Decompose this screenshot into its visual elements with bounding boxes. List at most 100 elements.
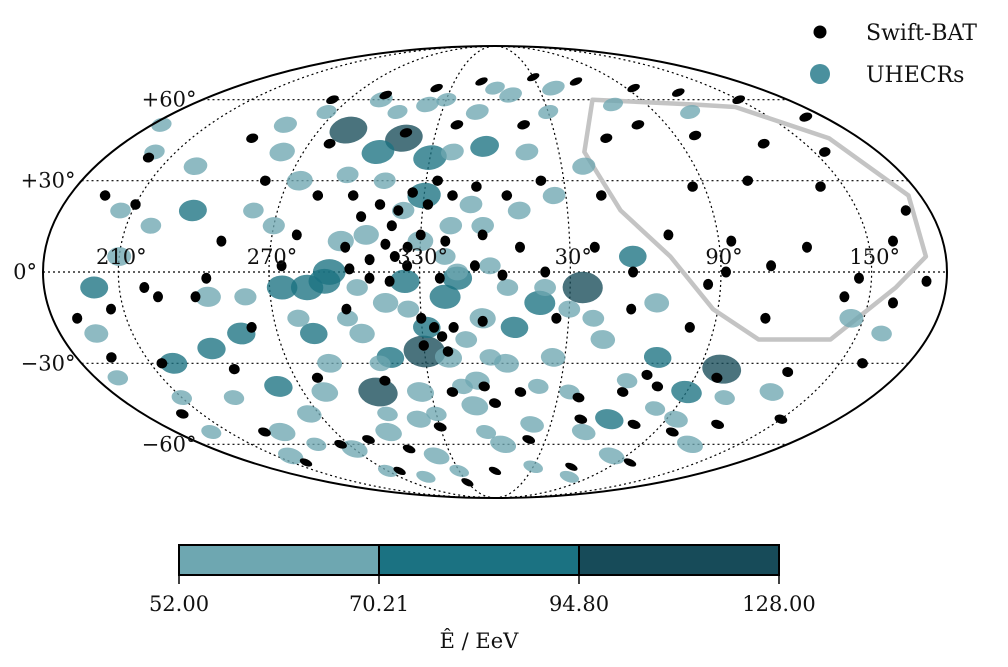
uhecr-point [397,300,420,318]
uhecr-point [346,279,368,296]
uhecr-point [429,284,461,309]
swift-bat-point [689,130,702,141]
swift-bat-series [72,73,932,487]
exposure-contour [582,97,929,342]
swift-bat-point [402,241,413,253]
swift-bat-point [565,462,578,471]
swift-bat-point [517,120,530,130]
swift-bat-point [641,369,653,380]
swift-bat-point [461,478,474,487]
swift-bat-point [291,229,302,241]
swift-bat-point [477,315,488,327]
uhecr-point [524,290,556,316]
uhecr-point [407,230,434,252]
uhecr-point [459,195,483,214]
uhecr-point [759,383,784,401]
uhecr-point [413,145,447,170]
uhecr-point [308,268,341,294]
lat-tick-label: 0° [13,260,37,284]
uhecr-point [449,464,469,477]
uhecr-point [465,104,489,120]
swift-bat-point [228,363,240,375]
swift-bat-point [651,381,664,392]
swift-bat-point [672,88,685,97]
swift-bat-point [276,260,287,272]
swift-bat-point [340,241,351,253]
lat-tick-label: +30° [21,169,76,193]
colorbar-tick-label: 94.80 [549,592,609,616]
legend-swift-bat-label: Swift-BAT [866,21,977,46]
colorbar-segment-high [579,545,779,575]
uhecr-point [664,410,688,428]
colorbar-segment-low [179,545,379,575]
lon-tick-label: 330° [397,245,448,269]
swift-bat-point [766,260,777,272]
legend-uhecr-label: UHECRs [866,63,964,88]
swift-bat-point [703,278,714,290]
swift-bat-point [344,263,355,275]
uhecr-point [702,354,742,384]
swift-bat-point [379,375,391,386]
swift-bat-point [627,419,641,429]
uhecr-point [110,202,131,219]
uhecr-point [528,378,549,394]
lat-tick-label: +60° [142,88,197,112]
swift-bat-point [399,128,413,138]
uhecr-point [269,142,295,162]
grid-meridian [494,45,571,499]
uhecr-point [582,309,605,327]
swift-bat-point [623,458,637,467]
uhecr-point [107,247,132,266]
swift-bat-point [853,272,865,284]
swift-bat-point [418,340,430,351]
uhecr-point [520,416,544,433]
swift-bat-point [432,175,443,186]
uhecr-point [671,380,702,404]
swift-bat-point [258,427,271,437]
swift-bat-point [142,152,155,163]
uhecr-point [426,406,447,422]
uhecr-point [839,308,864,328]
swift-bat-point [311,372,324,383]
uhecr-point [542,80,565,96]
uhecr-point [375,422,402,442]
swift-bat-point [99,190,111,201]
uhecr-point [264,375,293,397]
uhecr-point [534,278,556,297]
uhecr-point [273,116,297,133]
swift-bat-point [299,458,313,467]
uhecr-point [407,382,434,402]
swift-bat-point [259,175,271,186]
swift-bat-point [380,238,391,250]
swift-bat-point [665,427,679,437]
uhecr-point [336,166,359,184]
grid-meridian [117,45,496,499]
uhecr-point [416,96,439,113]
uhecr-point [485,81,505,95]
uhecr-point [507,201,531,220]
uhecr-point [372,292,399,313]
swift-bat-point [216,235,227,247]
uhecr-point [680,105,701,119]
uhecr-point [349,323,375,344]
uhecr-point [542,186,566,205]
swift-bat-point [757,138,770,149]
swift-bat-point [312,190,324,201]
uhecr-point [316,105,337,119]
swift-bat-point [402,260,413,272]
uhecr-point [515,143,539,161]
colorbar-segment-mid [379,545,579,575]
swift-bat-point [760,312,771,324]
uhecr-point [677,435,703,454]
swift-bat-point [201,272,212,284]
swift-bat-point [478,381,490,392]
swift-bat-point [448,322,459,333]
swift-bat-point [386,220,397,232]
swift-bat-point [422,199,434,210]
uhecr-point [439,216,463,235]
uhecr-point [619,245,647,268]
swift-bat-point [384,275,395,287]
uhecr-point [223,390,245,406]
swift-bat-point [436,331,448,342]
swift-bat-point [323,138,336,149]
